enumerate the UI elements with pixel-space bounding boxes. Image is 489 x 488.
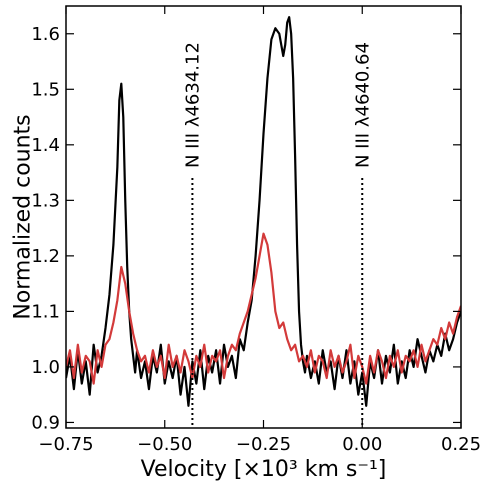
annotation-layer: N III λ4634.12 N III λ4640.64 <box>182 42 373 428</box>
y-tick-label: 1.3 <box>31 190 60 211</box>
y-tick-label: 1.2 <box>31 246 60 267</box>
x-tick-label: −0.50 <box>137 434 192 455</box>
x-tick-label: 0.25 <box>441 434 481 455</box>
y-tick-label: 1.1 <box>31 301 60 322</box>
series-layer <box>66 16 461 407</box>
y-tick-label: 1.6 <box>31 24 60 45</box>
tick-layer: −0.75 −0.50 −0.25 0.00 0.25 0.9 1.0 1.1 1.2 1.3 1.… <box>31 6 481 455</box>
y-axis-label: Normalized counts <box>11 114 36 319</box>
reference-label-1: N III λ4634.12 <box>182 42 203 168</box>
x-axis-label: Velocity [×10³ km s⁻¹] <box>141 457 387 482</box>
y-tick-label: 1.4 <box>31 135 60 156</box>
reference-label-2: N III λ4640.64 <box>352 42 373 168</box>
series-line-2 <box>66 232 461 385</box>
y-tick-label: 1.0 <box>31 357 60 378</box>
x-tick-label: −0.25 <box>236 434 291 455</box>
series-line-1 <box>66 16 461 407</box>
y-tick-label: 0.9 <box>31 412 60 433</box>
x-tick-label: −0.75 <box>38 434 93 455</box>
y-tick-label: 1.5 <box>31 79 60 100</box>
x-tick-label: 0.00 <box>342 434 382 455</box>
